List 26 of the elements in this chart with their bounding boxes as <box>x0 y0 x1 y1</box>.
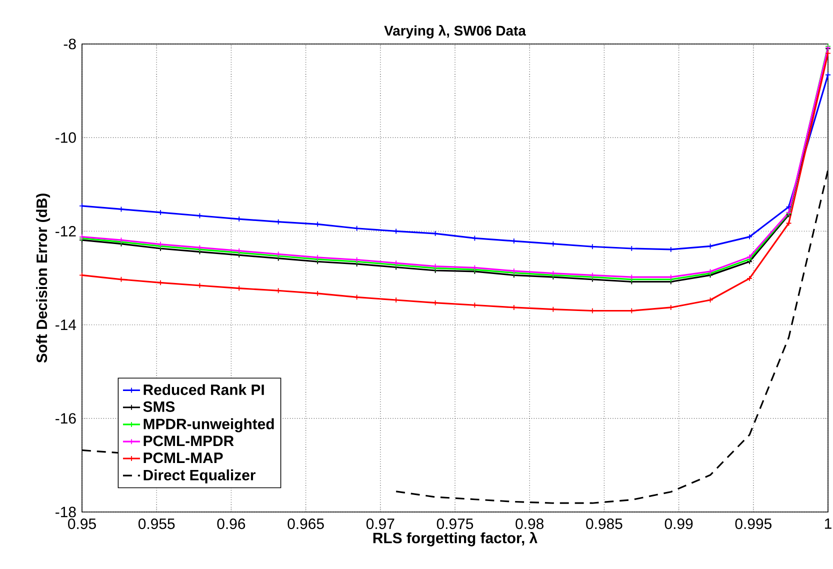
y-tick-label: -12 <box>56 226 76 236</box>
x-tick-label: 0.95 <box>68 518 96 530</box>
legend-label: Reduced Rank PI <box>144 384 264 396</box>
x-tick-label: 0.995 <box>735 518 772 530</box>
x-tick-label: 0.985 <box>586 518 622 530</box>
chart-title: Varying λ, SW06 Data <box>384 25 526 38</box>
y-tick-label: -16 <box>56 413 76 424</box>
y-tick-label: -18 <box>56 506 76 518</box>
x-tick-label: 0.955 <box>138 518 175 530</box>
y-tick-label: -8 <box>64 38 76 50</box>
legend-label: PCML-MAP <box>144 452 223 464</box>
y-tick-label: -14 <box>56 320 76 330</box>
x-tick-label: 0.99 <box>664 518 693 530</box>
x-tick-label: 0.96 <box>217 518 246 530</box>
x-tick-label: 0.975 <box>436 518 474 530</box>
x-tick-label: 1 <box>824 518 832 529</box>
legend-label: MPDR-unweighted <box>144 418 274 432</box>
legend-label: PCML-MPDR <box>144 436 234 446</box>
x-tick-label: 0.965 <box>288 518 324 530</box>
y-tick-label: -10 <box>56 132 76 143</box>
x-tick-label: 0.98 <box>516 518 544 530</box>
legend-label: Direct Equalizer <box>144 469 256 484</box>
x-axis-title: RLS forgetting factor, λ <box>373 532 538 546</box>
y-axis-title: Soft Decision Error (dB) <box>36 194 50 363</box>
legend-label: SMS <box>143 401 175 412</box>
x-tick-label: 0.97 <box>366 518 394 530</box>
